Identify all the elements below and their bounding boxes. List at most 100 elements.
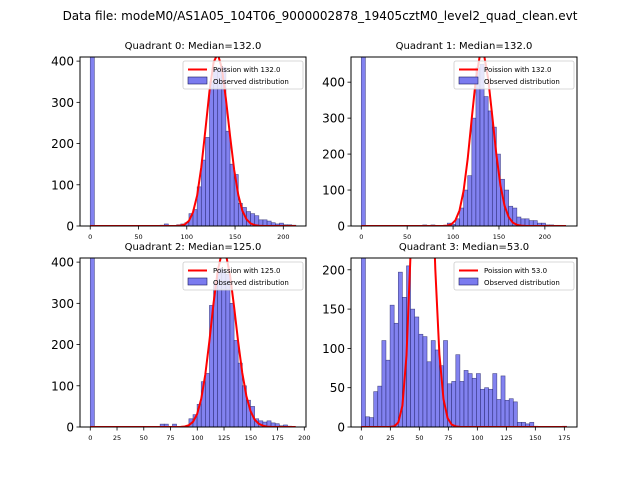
legend: Poission with 125.0 Observed distribution (182, 261, 304, 291)
histogram-bar (89, 57, 95, 226)
histogram-bar (488, 388, 494, 427)
x-tick-label: 150 (493, 233, 505, 241)
y-tick-label: 400 (51, 55, 74, 69)
x-tick-label: 150 (229, 233, 241, 241)
subplot-quadrant-2: 0 25 50 75 100 125 150 175 200 0 100 200 300 400 Quadr… (51, 242, 310, 442)
x-tick-label: 175 (271, 434, 283, 442)
y-tick-label: 150 (322, 303, 345, 317)
x-tick-label: 0 (359, 434, 363, 442)
legend: Poission with 132.0 Observed distribution (453, 60, 575, 90)
histogram-bar (229, 303, 235, 427)
x-tick-label: 100 (181, 233, 193, 241)
histogram-bar (365, 416, 370, 427)
subplot-title: Quadrant 2: Median=125.0 (125, 242, 262, 253)
x-tick-label: 100 (447, 233, 459, 241)
histogram-bar (426, 361, 432, 427)
histogram-bar (455, 354, 461, 427)
x-tick-label: 25 (386, 434, 394, 442)
axes-frame (79, 56, 307, 227)
plot-area (361, 258, 567, 427)
histogram-bar (492, 373, 498, 427)
histogram-bar (274, 423, 280, 427)
x-tick-label: 100 (471, 434, 483, 442)
plot-area (360, 57, 566, 226)
x-tick-label: 0 (88, 434, 92, 442)
histogram-bar (512, 401, 518, 427)
legend-bar-swatch (458, 76, 479, 85)
legend-bar-swatch (458, 277, 479, 286)
legend-bar-swatch (187, 76, 208, 85)
x-tick-label: 200 (298, 434, 310, 442)
histogram-bar (205, 373, 210, 427)
y-tick-label: 200 (322, 148, 345, 162)
y-tick-label: 300 (322, 112, 345, 126)
histogram-bar (381, 340, 387, 427)
x-tick-label: 125 (218, 434, 230, 442)
legend-label-poisson: Poission with 132.0 (213, 66, 281, 74)
y-tick-label: 0 (337, 421, 345, 435)
legend-label-poisson: Poission with 53.0 (484, 267, 547, 275)
x-tick-label: 25 (113, 434, 121, 442)
x-tick-label: 200 (539, 233, 551, 241)
y-tick-label: 100 (51, 178, 74, 192)
legend-box (182, 261, 304, 291)
y-tick-label: 100 (322, 184, 345, 198)
y-tick-label: 50 (330, 381, 345, 395)
subplot-quadrant-0: 0 50 100 150 200 0 100 200 300 400 Quadrant 0: Med… (51, 41, 307, 241)
histogram-bar (487, 110, 493, 226)
histogram-bar (209, 81, 214, 226)
x-tick-label: 50 (415, 434, 423, 442)
subplot-title: Quadrant 1: Median=132.0 (396, 41, 533, 52)
histogram-bar (233, 174, 239, 226)
x-tick-label: 175 (558, 434, 570, 442)
histogram-bar (373, 391, 379, 427)
axes-frame (350, 56, 578, 227)
subplot-quadrant-1: 0 50 100 150 200 0 100 200 300 400 Quadrant 1: Med… (322, 41, 578, 241)
histogram-bar (475, 67, 481, 226)
histogram-bar (360, 57, 366, 226)
x-tick-label: 75 (166, 434, 174, 442)
histogram-bar (163, 223, 169, 226)
legend-box (182, 60, 304, 90)
histogram-bar (377, 385, 383, 427)
axes-frame (79, 257, 307, 428)
histogram-bar (217, 67, 223, 226)
histogram-bar (500, 375, 506, 427)
legend: Poission with 53.0 Observed distribution (453, 261, 575, 291)
histogram-bar (471, 377, 477, 427)
histogram-bar (480, 388, 485, 427)
y-tick-label: 0 (66, 220, 74, 234)
x-tick-label: 150 (529, 434, 541, 442)
legend: Poission with 132.0 Observed distribution (182, 60, 304, 90)
x-tick-label: 50 (134, 233, 142, 241)
legend-bar-swatch (187, 277, 208, 286)
histogram-bar (484, 387, 489, 427)
histogram-bar (414, 316, 420, 427)
x-tick-label: 50 (140, 434, 148, 442)
y-tick-label: 200 (322, 263, 345, 277)
histogram-bar (463, 189, 469, 226)
x-tick-label: 200 (277, 233, 289, 241)
axes-frame (350, 257, 578, 428)
histogram-bar (434, 349, 440, 427)
histogram-bar (467, 175, 473, 226)
legend-label-observed: Observed distribution (484, 279, 560, 287)
y-tick-label: 300 (51, 96, 74, 110)
plot-area (89, 258, 296, 427)
histogram-bar (229, 163, 235, 226)
legend-label-poisson: Poission with 125.0 (213, 267, 281, 275)
subplot-title: Quadrant 0: Median=132.0 (125, 41, 262, 52)
histogram-bar (217, 268, 223, 427)
x-tick-label: 100 (191, 434, 203, 442)
y-tick-label: 200 (51, 338, 74, 352)
histogram-bar (225, 274, 231, 427)
x-tick-label: 0 (88, 233, 92, 241)
histogram-bar (418, 333, 424, 427)
legend-box (453, 60, 575, 90)
histogram-bar (471, 117, 477, 226)
x-tick-label: 75 (444, 434, 452, 442)
poisson-curve (90, 258, 296, 427)
histogram-bar (463, 370, 469, 427)
histogram-bar (225, 130, 231, 226)
histogram-bar (89, 258, 95, 427)
